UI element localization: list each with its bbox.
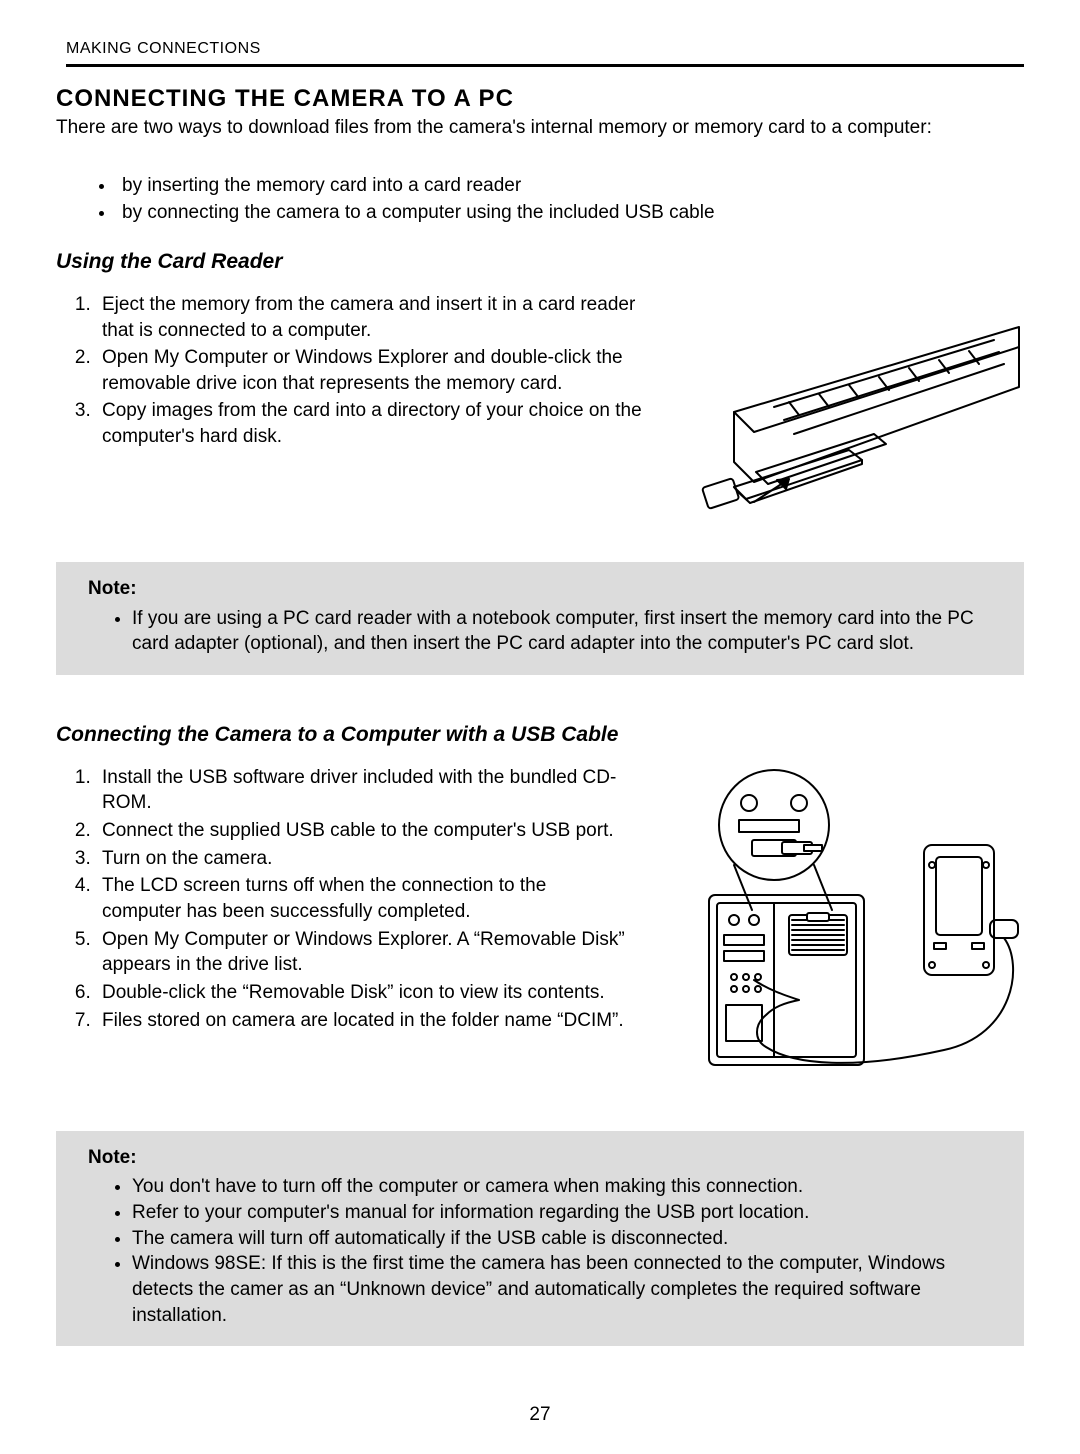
running-head: MAKING CONNECTIONS — [66, 40, 1024, 67]
list-item: Connect the supplied USB cable to the co… — [96, 818, 630, 844]
steps-column: Install the USB software driver included… — [56, 765, 630, 1035]
list-item: by connecting the camera to a computer u… — [116, 200, 1024, 226]
list-item: Open My Computer or Windows Explorer and… — [96, 345, 670, 396]
note-list: You don't have to turn off the computer … — [76, 1174, 1004, 1328]
list-item: Windows 98SE: If this is the first time … — [132, 1251, 1004, 1328]
list-item: by inserting the memory card into a card… — [116, 173, 1024, 199]
list-item: Turn on the camera. — [96, 846, 630, 872]
laptop-icon — [694, 292, 1024, 522]
usb-steps: Install the USB software driver included… — [56, 765, 630, 1033]
list-item: You don't have to turn off the computer … — [132, 1174, 1004, 1200]
section-row: Eject the memory from the camera and ins… — [56, 292, 1024, 522]
list-item: The camera will turn off automatically i… — [132, 1226, 1004, 1252]
list-item: Install the USB software driver included… — [96, 765, 630, 816]
ways-list: by inserting the memory card into a card… — [56, 173, 1024, 226]
list-item: Eject the memory from the camera and ins… — [96, 292, 670, 343]
list-item: If you are using a PC card reader with a… — [132, 606, 1004, 657]
note-box: Note: If you are using a PC card reader … — [56, 562, 1024, 675]
computer-camera-icon — [654, 765, 1024, 1075]
intro-paragraph: There are two ways to download files fro… — [56, 115, 1024, 141]
note-box: Note: You don't have to turn off the com… — [56, 1131, 1024, 1346]
section-row: Install the USB software driver included… — [56, 765, 1024, 1075]
subheading-card-reader: Using the Card Reader — [56, 250, 1024, 274]
note-label: Note: — [88, 1145, 1004, 1171]
page-number: 27 — [0, 1404, 1080, 1426]
list-item: Files stored on camera are located in th… — [96, 1008, 630, 1034]
usb-illustration — [654, 765, 1024, 1075]
list-item: Copy images from the card into a directo… — [96, 398, 670, 449]
list-item: The LCD screen turns off when the connec… — [96, 873, 630, 924]
card-reader-illustration — [694, 292, 1024, 522]
manual-page: MAKING CONNECTIONS CONNECTING THE CAMERA… — [0, 0, 1080, 1454]
list-item: Open My Computer or Windows Explorer. A … — [96, 927, 630, 978]
subheading-usb: Connecting the Camera to a Computer with… — [56, 723, 1024, 747]
list-item: Refer to your computer's manual for info… — [132, 1200, 1004, 1226]
steps-column: Eject the memory from the camera and ins… — [56, 292, 670, 452]
card-reader-steps: Eject the memory from the camera and ins… — [56, 292, 670, 450]
page-title: CONNECTING THE CAMERA TO A PC — [56, 85, 1024, 113]
note-list: If you are using a PC card reader with a… — [76, 606, 1004, 657]
note-label: Note: — [88, 576, 1004, 602]
list-item: Double-click the “Removable Disk” icon t… — [96, 980, 630, 1006]
